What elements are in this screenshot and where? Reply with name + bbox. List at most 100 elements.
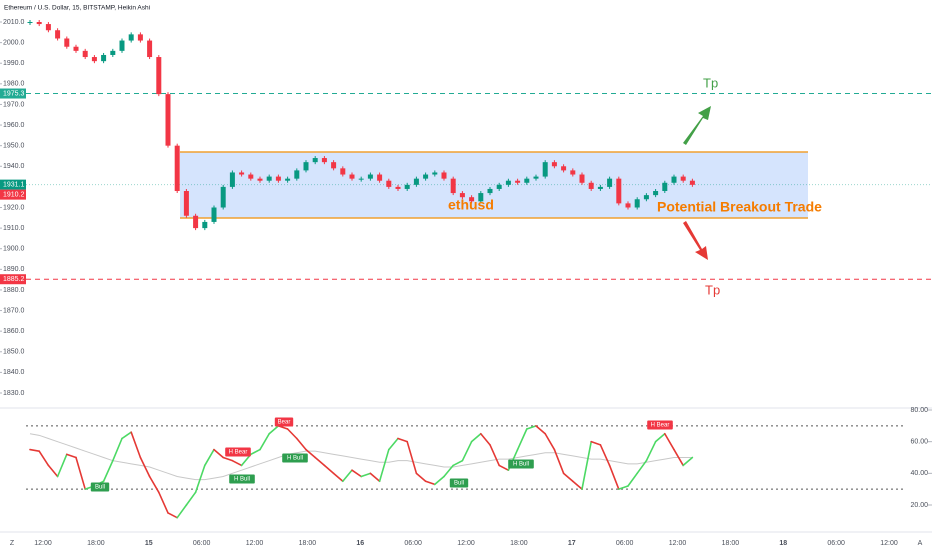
oscillator-segment	[415, 472, 427, 483]
candle	[128, 34, 134, 41]
x-tick-label: 18:00	[299, 540, 317, 547]
candle	[423, 174, 429, 179]
signal-badge	[90, 482, 110, 492]
candle	[561, 166, 567, 171]
candle	[441, 172, 447, 179]
candle	[220, 186, 226, 208]
oscillator-segment	[599, 444, 611, 467]
range-box	[180, 152, 808, 219]
y-tick-label: 1880.0	[3, 287, 25, 294]
osc-tick-label: 40.00	[910, 470, 928, 477]
candle	[119, 40, 125, 51]
candle	[312, 158, 318, 163]
oscillator-segment	[323, 464, 335, 475]
candle	[91, 57, 97, 62]
corner-label: Z	[10, 540, 15, 547]
x-tick-label: 12:00	[246, 540, 264, 547]
oscillator-segment	[571, 480, 583, 490]
candle	[579, 174, 585, 183]
candle	[358, 178, 364, 180]
candle	[321, 158, 327, 163]
annotation: ethusd	[448, 197, 494, 213]
oscillator-segment	[397, 437, 409, 443]
oscillator-segment	[75, 456, 86, 490]
oscillator-segment	[213, 448, 224, 459]
y-tick-label: 1860.0	[3, 328, 25, 335]
candle	[367, 174, 373, 179]
oscillator-segment	[470, 432, 482, 443]
candle	[36, 22, 42, 25]
oscillator-segment	[158, 491, 169, 514]
candle	[73, 46, 79, 51]
oscillator-segment	[636, 459, 648, 475]
x-tick-label: 12:00	[457, 540, 475, 547]
candle	[257, 178, 263, 181]
oscillator-segment	[29, 448, 41, 452]
signal-badge	[282, 453, 308, 463]
candle	[487, 188, 493, 194]
oscillator-segment	[654, 432, 666, 443]
y-tick-label: 2000.0	[3, 39, 25, 46]
candle	[634, 199, 640, 208]
signal-label: Bull	[95, 485, 105, 491]
oscillator-segment	[461, 440, 473, 462]
candle	[45, 24, 51, 31]
signal-label: Bear	[278, 420, 291, 426]
signal-line	[29, 433, 693, 481]
y-tick-label: 1980.0	[3, 81, 25, 88]
candle	[404, 184, 410, 189]
candle	[82, 50, 88, 58]
candle	[496, 184, 502, 189]
candle	[331, 162, 337, 169]
candle	[183, 191, 189, 216]
price-badge-label: 1975.3	[3, 90, 25, 97]
candle	[533, 176, 539, 179]
candle	[294, 170, 300, 179]
oscillator-segment	[544, 432, 556, 451]
oscillator-segment	[295, 437, 307, 451]
candle	[349, 174, 355, 179]
down-arrow	[683, 221, 708, 260]
candle	[570, 170, 576, 175]
oscillator-segment	[194, 464, 206, 494]
candle	[542, 162, 548, 177]
y-tick-label: 1920.0	[3, 204, 25, 211]
oscillator-segment	[121, 431, 132, 440]
candle	[202, 221, 208, 229]
candle	[689, 180, 695, 185]
candle	[386, 180, 392, 187]
candle	[303, 162, 309, 171]
oscillator-segment	[590, 440, 602, 446]
oscillator-segment	[608, 464, 620, 490]
y-tick-label: 1940.0	[3, 163, 25, 170]
y-tick-label: 1970.0	[3, 101, 25, 108]
candle	[174, 145, 180, 192]
signal-label: H Bull	[234, 477, 250, 483]
oscillator-segment	[176, 504, 188, 519]
up-arrow	[683, 106, 711, 145]
oscillator-segment	[498, 464, 510, 471]
candle	[156, 57, 162, 95]
x-tick-label: 15	[145, 540, 153, 547]
candle	[137, 34, 143, 41]
signal-label: H Bear	[229, 450, 248, 456]
candle	[653, 191, 659, 196]
oscillator-segment	[627, 472, 639, 487]
candle	[101, 54, 107, 62]
oscillator-segment	[286, 428, 298, 440]
price-badge	[0, 88, 26, 99]
oscillator-segment	[369, 472, 381, 483]
corner-label: A	[918, 540, 923, 547]
oscillator-segment	[167, 512, 178, 519]
signal-badge	[225, 447, 251, 457]
oscillator-segment	[387, 437, 399, 451]
candle	[450, 178, 456, 194]
oscillator-segment	[673, 448, 685, 467]
oscillator-segment	[553, 448, 565, 475]
candle	[432, 172, 438, 175]
oscillator-segment	[489, 444, 501, 467]
candle	[588, 182, 594, 189]
osc-tick-label: 80.00	[910, 407, 928, 414]
candle	[55, 30, 61, 39]
